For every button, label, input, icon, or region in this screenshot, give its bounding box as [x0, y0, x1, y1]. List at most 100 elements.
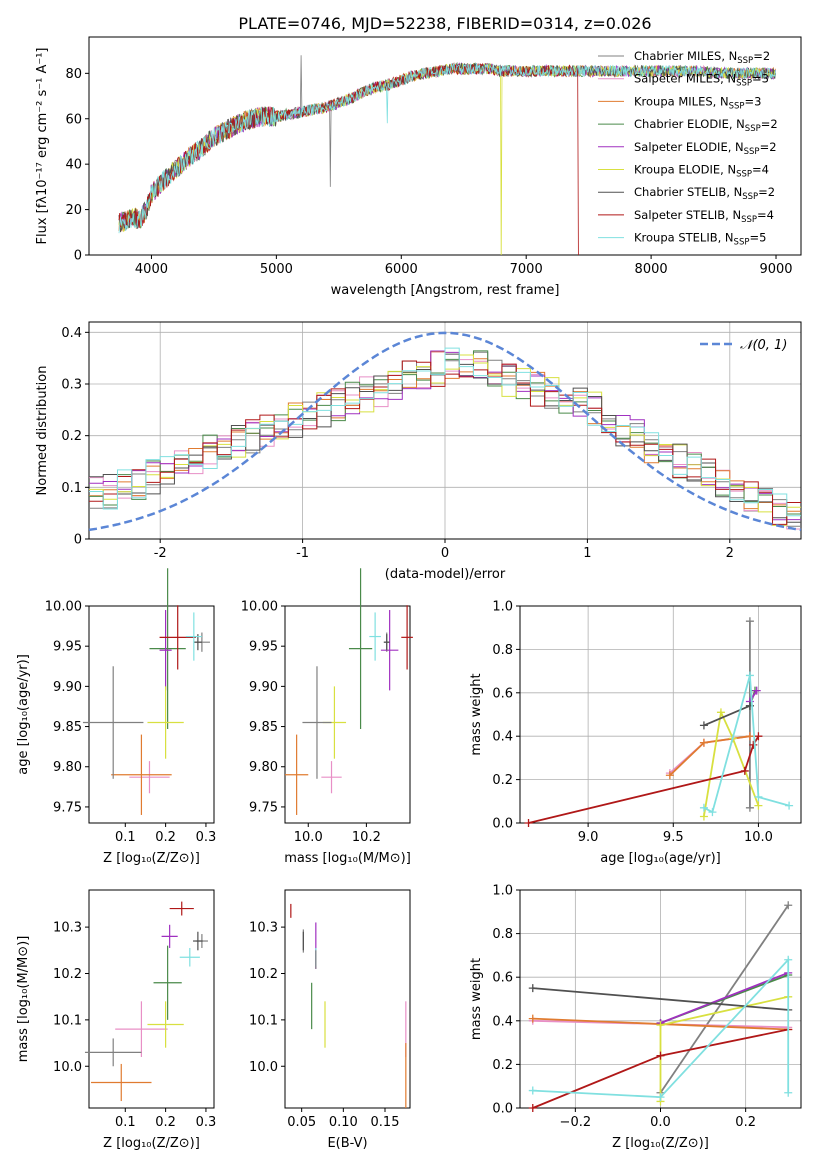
histogram-series-7	[89, 360, 801, 525]
y-tick-label: 10.2	[249, 967, 278, 982]
x-tick-label: -2	[154, 546, 167, 561]
legend-nssp-value: =3	[744, 94, 761, 108]
x-tick-label: 7000	[510, 262, 543, 277]
weight-marker	[656, 1021, 665, 1030]
x-tick-label: 2	[726, 546, 734, 561]
spectrum-series-8	[118, 63, 776, 234]
y-tick-label: 0.6	[492, 971, 513, 986]
legend-nssp-prefix: , N	[720, 163, 736, 177]
y-tick-label: 9.95	[53, 640, 82, 655]
x-tick-label: 0.15	[371, 1115, 400, 1130]
legend-entry: Kroupa MILES, NSSP=3	[634, 94, 761, 111]
x-tick-label: 0	[441, 546, 449, 561]
y-tick-label: 0	[74, 533, 82, 548]
weight-marker	[699, 812, 708, 821]
legend-model: Chabrier STELIB	[634, 185, 726, 199]
weight-marker	[665, 771, 674, 780]
weight-marker	[528, 1104, 537, 1112]
y-tick-label: 0.2	[492, 773, 513, 788]
legend-model: Salpeter MILES	[634, 72, 720, 86]
y-tick-label: 0.4	[492, 1014, 513, 1029]
legend-nssp-value: =3	[752, 72, 769, 86]
figure-title: PLATE=0746, MJD=52238, FIBERID=0314, z=0…	[238, 14, 651, 33]
axes-frame	[284, 889, 411, 1109]
x-axis-label: Z [log₁₀(Z/Z⊙)]	[612, 1136, 709, 1151]
y-tick-label: 1.0	[492, 600, 513, 615]
legend-entry: Salpeter STELIB, NSSP=4	[634, 208, 774, 225]
legend-nssp-prefix: , N	[726, 185, 742, 199]
legend-entry: Salpeter ELODIE, NSSP=2	[634, 140, 777, 157]
weight-marker	[740, 766, 749, 775]
x-tick-label: 0.05	[287, 1115, 316, 1130]
y-tick-label: 1.0	[492, 884, 513, 899]
legend-entry: Chabrier MILES, NSSP=2	[634, 49, 770, 66]
y-tick-label: 0.8	[492, 927, 513, 942]
weight-marker	[708, 808, 717, 817]
y-tick-label: 9.90	[249, 680, 278, 695]
y-tick-label: 10.00	[241, 600, 278, 615]
weight-marker	[528, 1086, 537, 1095]
weight-series-2	[669, 735, 751, 776]
x-tick-label: -1	[296, 546, 309, 561]
legend-model: Kroupa STELIB	[634, 231, 718, 245]
legend-nssp-prefix: , N	[721, 49, 737, 63]
axes-frame	[88, 36, 802, 256]
x-tick-label: 0.0	[650, 1115, 671, 1130]
y-tick-label: 0.1	[61, 481, 82, 496]
legend-model: Kroupa ELODIE	[634, 163, 720, 177]
x-axis-label: mass [log₁₀(M/M⊙)]	[284, 851, 411, 866]
legend-nssp-prefix: , N	[720, 72, 736, 86]
x-tick-label: 0.2	[735, 1115, 756, 1130]
x-tick-label: 0.2	[155, 1115, 176, 1130]
y-tick-label: 0.2	[61, 429, 82, 444]
histogram-series-8	[89, 347, 801, 517]
weight-marker	[754, 801, 763, 810]
weight-series-4	[660, 971, 789, 1024]
gaussian-curve	[88, 331, 802, 532]
y-tick-label: 9.85	[53, 720, 82, 735]
weight-marker	[784, 901, 793, 910]
y-tick-label: 40	[65, 158, 82, 173]
weight-marker	[745, 732, 754, 741]
axes-frame	[88, 605, 215, 824]
y-axis-label: age [log₁₀(age/yr)]	[16, 654, 31, 775]
x-tick-label: 0.2	[155, 830, 176, 845]
y-tick-label: 0.3	[61, 378, 82, 393]
y-tick-label: 0.8	[492, 643, 513, 658]
legend-nssp-value: =4	[752, 163, 769, 177]
weight-marker	[699, 738, 708, 747]
legend-entry: Chabrier STELIB, NSSP=2	[634, 185, 775, 202]
legend-nssp-sub: SSP	[742, 192, 758, 202]
legend-model: Chabrier MILES	[634, 49, 721, 63]
legend-nssp-value: =4	[757, 208, 774, 222]
legend-nssp-sub: SSP	[736, 170, 752, 180]
y-tick-label: 0	[74, 249, 82, 264]
y-tick-label: 20	[65, 203, 82, 218]
legend-nssp-sub: SSP	[745, 124, 761, 134]
x-tick-label: 10.2	[352, 830, 381, 845]
y-tick-label: 10.0	[249, 1060, 278, 1075]
y-axis-label: Normed distribution	[35, 366, 50, 496]
weight-marker	[785, 801, 794, 810]
weight-marker	[528, 984, 537, 993]
x-tick-label: 10.0	[744, 830, 773, 845]
weight-marker	[524, 819, 533, 827]
x-tick-label: 4000	[135, 262, 168, 277]
weight-series-7	[528, 735, 760, 824]
x-axis-label: wavelength [Angstrom, rest frame]	[331, 283, 560, 298]
legend-model: Salpeter ELODIE	[634, 140, 728, 154]
legend-entry: Salpeter MILES, NSSP=3	[634, 72, 769, 89]
legend-nssp-prefix: , N	[718, 231, 734, 245]
weight-series-5	[703, 709, 760, 817]
legend-entry: 𝒩(0, 1)	[740, 338, 787, 353]
x-tick-label: 5000	[260, 262, 293, 277]
x-tick-label: 0.3	[196, 1115, 217, 1130]
legend-nssp-sub: SSP	[734, 238, 750, 248]
legend-nssp-sub: SSP	[737, 56, 753, 66]
legend-entry: Kroupa ELODIE, NSSP=4	[634, 163, 769, 180]
y-tick-label: 10.1	[53, 1013, 82, 1028]
x-tick-label: 10.0	[294, 830, 323, 845]
weight-marker	[752, 686, 761, 695]
y-tick-label: 10.00	[45, 600, 82, 615]
